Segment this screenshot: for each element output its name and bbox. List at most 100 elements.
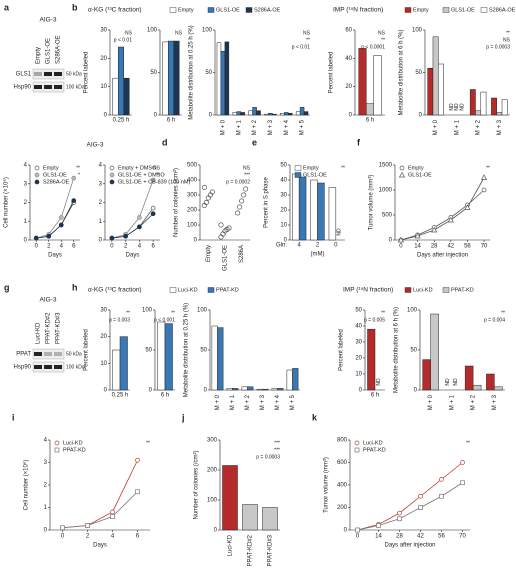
legend-label: Luci-KD: [413, 287, 433, 293]
blot-band: [34, 352, 42, 356]
bar: [248, 110, 253, 116]
bar: [262, 388, 269, 391]
marker: [34, 165, 40, 171]
x-tick-label: M + 4: [284, 119, 290, 135]
legend-label: GLS1-OE + CB-839 (100 nM): [118, 179, 190, 185]
x-tick-label: M + 4: [275, 394, 281, 410]
bar: [271, 388, 278, 391]
y-tick-label: 10: [280, 223, 287, 229]
y-axis-label: Metabolite distribution at 6 h (%): [399, 29, 405, 115]
x-tick-label: 0.25 h: [113, 118, 130, 124]
dot: [203, 200, 209, 206]
x-tick-label: M + 2: [252, 119, 258, 135]
bar: [491, 97, 497, 116]
bar: [469, 89, 476, 116]
legend-label: Empty + DMSO: [118, 165, 157, 171]
x-tick-label: M + 3: [268, 119, 274, 135]
bar: [422, 359, 431, 391]
group-title: IMP (¹⁵N fraction): [333, 7, 383, 14]
marker: [71, 175, 77, 181]
y-axis-label: Metabolite distribution at 0.25 h (%): [189, 25, 195, 119]
bar: [310, 179, 318, 241]
x-axis-label: Days: [93, 543, 107, 549]
x-tick-label: M + 0: [433, 119, 439, 135]
series-line: [400, 177, 485, 241]
bar: [173, 40, 180, 116]
bar: [438, 63, 444, 116]
annotation: ***: [244, 172, 250, 178]
lane-label: Empty: [36, 47, 42, 64]
marker: [71, 198, 77, 203]
row-label: PPAT: [16, 352, 31, 358]
y-tick-label: 20: [355, 356, 362, 362]
dot: [241, 192, 247, 198]
panel-letter: i: [12, 412, 15, 422]
y-tick-label: 0: [44, 528, 48, 534]
bar: [366, 103, 374, 116]
bar: [262, 507, 278, 531]
annotation: **: [506, 30, 510, 36]
legend-label: Luci-KD: [178, 287, 198, 293]
y-tick-label: 4: [24, 163, 28, 169]
marker: [397, 516, 402, 522]
annotation: **: [146, 440, 150, 446]
bar: [480, 91, 487, 116]
y-tick-label: 50: [150, 70, 157, 76]
legend-label: GLS1-OE: [451, 7, 475, 13]
annotation: NS: [153, 165, 161, 171]
y-tick-label: 20: [100, 56, 107, 62]
series-line: [36, 202, 75, 239]
annotation: NS: [303, 30, 311, 36]
marker: [376, 523, 381, 528]
y-tick-label: 40: [280, 178, 287, 184]
bar: [292, 368, 299, 391]
y-tick-label: 1: [24, 219, 28, 225]
x-tick-label: M + 1: [454, 119, 460, 135]
y-tick-label: 1: [99, 219, 103, 225]
legend-label: Luci-KD: [63, 440, 83, 446]
y-tick-label: 0: [349, 113, 353, 119]
y-tick-label: 400: [187, 178, 198, 184]
lane-label: PPAT-KD#3: [56, 312, 62, 344]
x-tick-label: PPAT-KD#2: [248, 534, 254, 566]
series-line: [36, 200, 75, 239]
marker: [460, 460, 465, 465]
blot-band: [54, 72, 62, 76]
marker: [58, 222, 64, 228]
bar: [247, 386, 254, 391]
dot: [218, 222, 224, 228]
marker: [354, 447, 360, 453]
y-tick-label: 50: [205, 70, 212, 76]
bar: [277, 388, 284, 391]
x-tick-label: M + 0: [220, 119, 226, 135]
x-tick-label: 70: [459, 534, 466, 540]
annotation: NS: [175, 30, 183, 36]
x-tick-label: Luci-KD: [228, 534, 234, 556]
y-tick-label: 300: [207, 438, 218, 444]
y-tick-label: 60: [345, 28, 352, 34]
x-axis-label: Days: [48, 253, 62, 259]
legend-label: PPAT-KD: [216, 287, 239, 293]
bar: [272, 113, 277, 116]
panel-letter: j: [181, 412, 185, 422]
bar: [226, 388, 233, 391]
marker: [150, 177, 156, 183]
y-tick-label: 3: [44, 460, 48, 466]
y-tick-label: 1500: [379, 163, 393, 169]
bar: [486, 373, 495, 391]
bar: [299, 107, 305, 116]
legend-swatch: [169, 287, 177, 293]
legend-label: Empty: [178, 7, 194, 13]
legend-label: GLS1-OE: [216, 7, 240, 13]
bar: [232, 388, 239, 391]
annotation: **: [381, 310, 385, 316]
legend-swatch: [404, 287, 412, 293]
legend-swatch: [480, 7, 488, 13]
bar: [256, 388, 263, 391]
legend-label: GLS1-OE: [303, 172, 327, 178]
row-label: GLS1: [16, 72, 32, 78]
y-tick-label: 100: [147, 28, 158, 34]
y-axis-label: Percent labeled: [339, 329, 345, 371]
bar: [240, 112, 245, 116]
x-axis-label: Days after injection: [417, 253, 468, 259]
